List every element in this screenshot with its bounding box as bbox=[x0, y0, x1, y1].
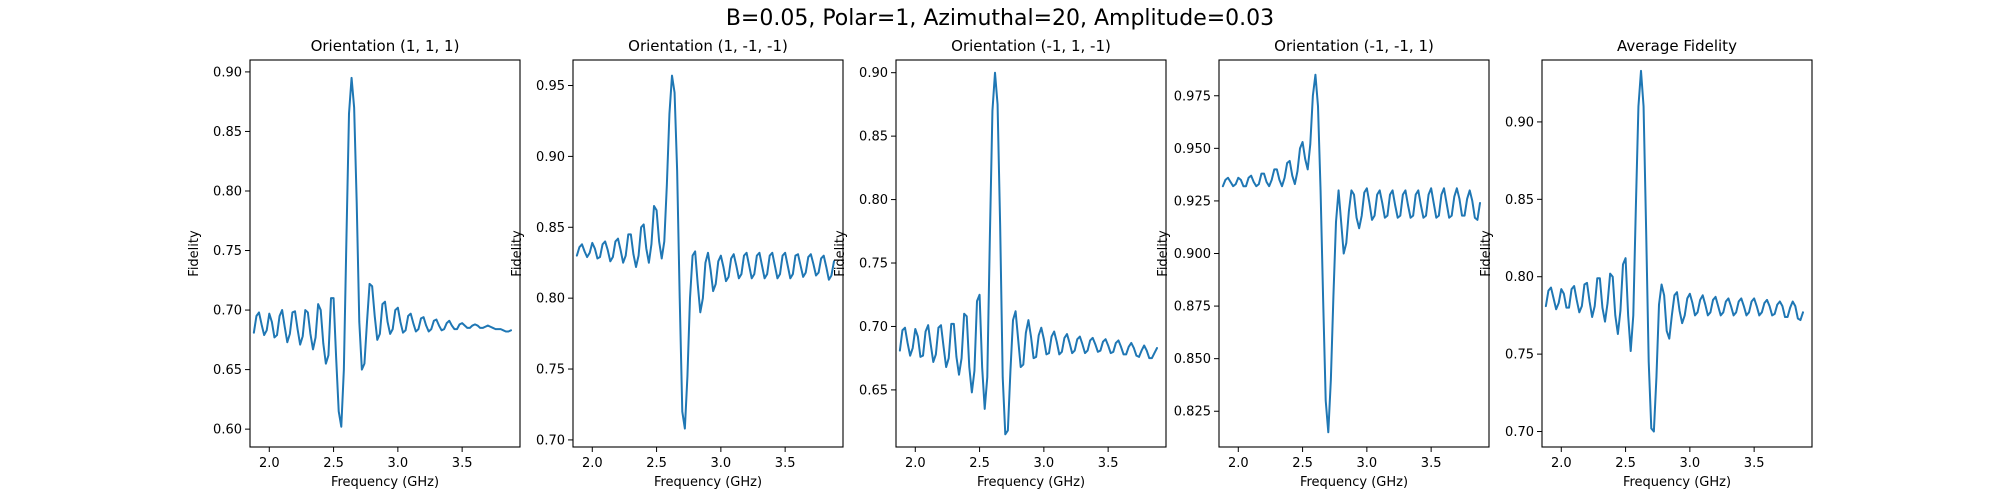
x-tick-label: 3.5 bbox=[775, 456, 796, 471]
series-line bbox=[1544, 69, 1804, 433]
y-tick-label: 0.90 bbox=[1505, 115, 1534, 130]
x-tick-label: 3.0 bbox=[388, 456, 409, 471]
x-tick-label: 3.0 bbox=[711, 456, 732, 471]
y-tick-label: 0.80 bbox=[213, 184, 242, 199]
x-tick-label: 3.0 bbox=[1680, 456, 1701, 471]
subplot-4: 2.0 2.5 3.0 3.5 0.825 0.850 0.875 0.900 0.925 0.9… bbox=[1156, 37, 1490, 490]
y-tick-label: 0.85 bbox=[536, 221, 565, 236]
y-tick-label: 0.80 bbox=[536, 292, 565, 307]
y-tick-label: 0.875 bbox=[1174, 300, 1211, 315]
subplot-5: 2.0 2.5 3.0 3.5 0.70 0.75 0.80 0.85 0.90 Average … bbox=[1479, 37, 1813, 490]
y-tick-label: 0.80 bbox=[859, 193, 888, 208]
x-tick-label: 2.0 bbox=[582, 456, 603, 471]
y-tick-label: 0.65 bbox=[859, 383, 888, 398]
y-tick-label: 0.80 bbox=[1505, 270, 1534, 285]
x-tick-label: 2.0 bbox=[905, 456, 926, 471]
y-tick-label: 0.70 bbox=[536, 433, 565, 448]
x-tick-label: 2.5 bbox=[1292, 456, 1313, 471]
axes-frame bbox=[1218, 59, 1490, 448]
axes-frame bbox=[249, 59, 521, 448]
x-axis-label: Frequency (GHz) bbox=[1300, 475, 1408, 490]
figure-suptitle: B=0.05, Polar=1, Azimuthal=20, Amplitude… bbox=[725, 6, 1275, 31]
series-line bbox=[898, 71, 1158, 436]
x-tick-label: 3.5 bbox=[1098, 456, 1119, 471]
y-tick-label: 0.75 bbox=[1505, 348, 1534, 363]
y-tick-label: 0.90 bbox=[859, 66, 888, 81]
y-tick-label: 0.70 bbox=[859, 320, 888, 335]
y-axis-label: Fidelity bbox=[1479, 230, 1494, 277]
y-axis-label: Fidelity bbox=[187, 230, 202, 277]
y-tick-label: 0.95 bbox=[536, 79, 565, 94]
subplot-title: Average Fidelity bbox=[1617, 37, 1737, 55]
x-tick-label: 3.5 bbox=[1744, 456, 1765, 471]
x-tick-label: 2.5 bbox=[1615, 456, 1636, 471]
axes-frame bbox=[1541, 59, 1813, 448]
y-tick-label: 0.825 bbox=[1174, 405, 1211, 420]
y-tick-label: 0.75 bbox=[213, 244, 242, 259]
y-tick-label: 0.90 bbox=[536, 150, 565, 165]
y-tick-label: 0.70 bbox=[1505, 425, 1534, 440]
subplot-title: Orientation (-1, 1, -1) bbox=[951, 37, 1111, 55]
y-tick-label: 0.850 bbox=[1174, 352, 1211, 367]
x-tick-label: 3.5 bbox=[452, 456, 473, 471]
y-tick-label: 0.75 bbox=[859, 257, 888, 272]
subplot-1: 2.0 2.5 3.0 3.5 0.60 0.65 0.70 0.75 0.80 0.85 0.90… bbox=[187, 37, 521, 490]
x-tick-label: 3.0 bbox=[1357, 456, 1378, 471]
axes-frame bbox=[895, 59, 1167, 448]
y-axis-label: Fidelity bbox=[833, 230, 848, 277]
series-line bbox=[575, 74, 835, 430]
y-axis-label: Fidelity bbox=[1156, 230, 1171, 277]
subplot-title: Orientation (1, 1, 1) bbox=[311, 37, 460, 55]
y-tick-label: 0.900 bbox=[1174, 247, 1211, 262]
x-axis-label: Frequency (GHz) bbox=[331, 475, 439, 490]
x-axis-label: Frequency (GHz) bbox=[1623, 475, 1731, 490]
x-tick-label: 3.0 bbox=[1034, 456, 1055, 471]
x-tick-label: 2.0 bbox=[259, 456, 280, 471]
subplot-3: 2.0 2.5 3.0 3.5 0.65 0.70 0.75 0.80 0.85 0.90 Orie… bbox=[833, 37, 1167, 490]
y-tick-label: 0.65 bbox=[213, 363, 242, 378]
y-tick-label: 0.975 bbox=[1174, 89, 1211, 104]
x-tick-label: 3.5 bbox=[1421, 456, 1442, 471]
series-line bbox=[1221, 73, 1481, 434]
y-tick-label: 0.75 bbox=[536, 363, 565, 378]
y-tick-label: 0.950 bbox=[1174, 142, 1211, 157]
x-tick-label: 2.5 bbox=[323, 456, 344, 471]
y-tick-label: 0.85 bbox=[213, 125, 242, 140]
y-tick-label: 0.90 bbox=[213, 65, 242, 80]
subplot-2: 2.0 2.5 3.0 3.5 0.70 0.75 0.80 0.85 0.90 0.95 Orie… bbox=[510, 37, 844, 490]
y-tick-label: 0.70 bbox=[213, 304, 242, 319]
x-tick-label: 2.5 bbox=[969, 456, 990, 471]
x-tick-label: 2.0 bbox=[1551, 456, 1572, 471]
x-tick-label: 2.5 bbox=[646, 456, 667, 471]
series-line bbox=[252, 76, 512, 428]
y-tick-label: 0.85 bbox=[1505, 193, 1534, 208]
x-axis-label: Frequency (GHz) bbox=[977, 475, 1085, 490]
x-axis-label: Frequency (GHz) bbox=[654, 475, 762, 490]
y-tick-label: 0.925 bbox=[1174, 194, 1211, 209]
y-axis-label: Fidelity bbox=[510, 230, 525, 277]
axes-frame bbox=[572, 59, 844, 448]
y-tick-label: 0.85 bbox=[859, 130, 888, 145]
y-tick-label: 0.60 bbox=[213, 423, 242, 438]
subplot-title: Orientation (-1, -1, 1) bbox=[1274, 37, 1434, 55]
x-tick-label: 2.0 bbox=[1228, 456, 1249, 471]
subplot-title: Orientation (1, -1, -1) bbox=[628, 37, 788, 55]
